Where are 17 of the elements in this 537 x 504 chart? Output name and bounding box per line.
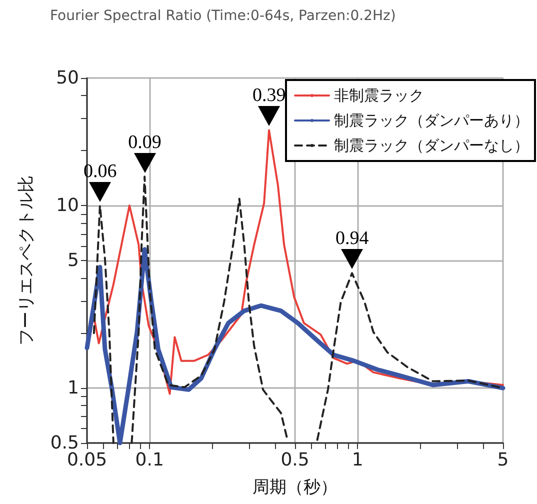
y-axis-title: フーリエスペクトル比: [16, 176, 36, 346]
x-axis-title: 周期（秒）: [252, 478, 338, 498]
legend-label: 非制震ラック: [334, 86, 424, 104]
y-tick-label: 1: [68, 378, 79, 399]
legend-label: 制震ラック（ダンパーなし）: [334, 136, 529, 154]
y-tick-label: 50: [56, 68, 79, 88]
annotation: 0.09: [128, 132, 162, 153]
legend-label: 制震ラック（ダンパーあり）: [334, 112, 529, 130]
annotation: 0.39: [252, 85, 286, 106]
x-tick-label: 0.5: [280, 450, 310, 470]
x-tick-label: 0.1: [135, 450, 164, 470]
y-tick-label: 10: [56, 195, 79, 216]
x-tick-label: 1: [352, 450, 364, 470]
x-tick-label: 5: [497, 450, 509, 470]
y-tick-label: 5: [68, 250, 79, 271]
chart-title: Fourier Spectral Ratio (Time:0-64s, Parzen:0.2Hz): [50, 8, 396, 24]
annotation: 0.94: [336, 228, 369, 250]
